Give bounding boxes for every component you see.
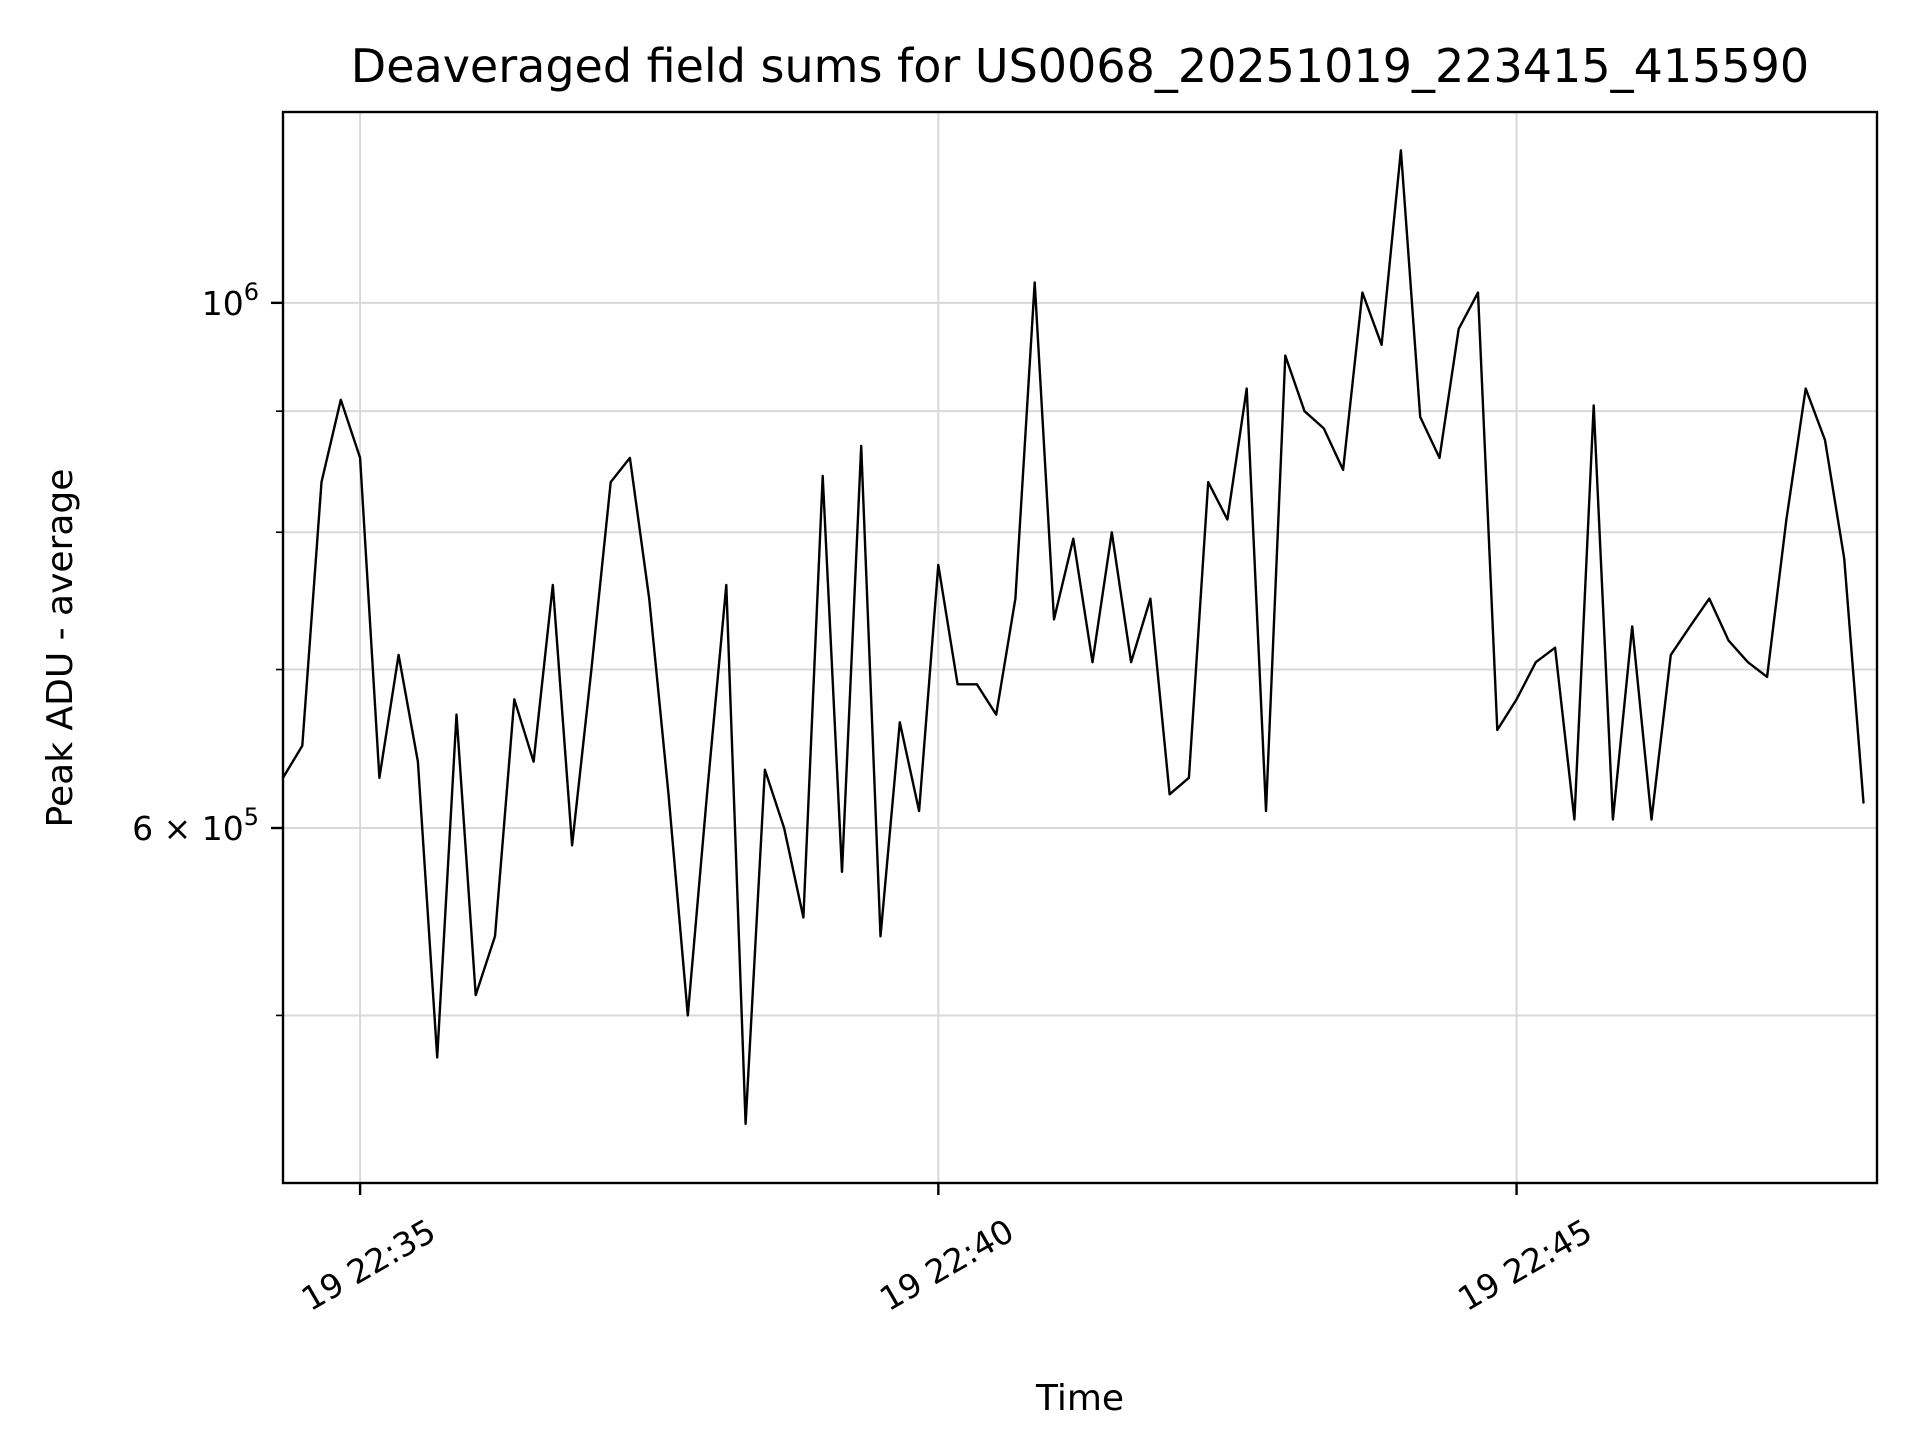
data-line [281,149,1865,1126]
x-tick-label: 19 22:40 [873,1211,1020,1319]
plot-border [281,110,1879,1185]
grid-lines [283,112,1877,1183]
chart-title: Deaveraged field sums for US0068_2025101… [351,39,1809,93]
x-tick-label: 19 22:35 [295,1211,442,1319]
x-tick-label: 19 22:45 [1451,1211,1598,1319]
y-tick-label: 106 [202,278,259,323]
y-tick-label: 6 × 105 [132,803,259,848]
x-axis-label: Time [1035,1378,1124,1419]
y-axis-label: Peak ADU - average [40,469,81,828]
